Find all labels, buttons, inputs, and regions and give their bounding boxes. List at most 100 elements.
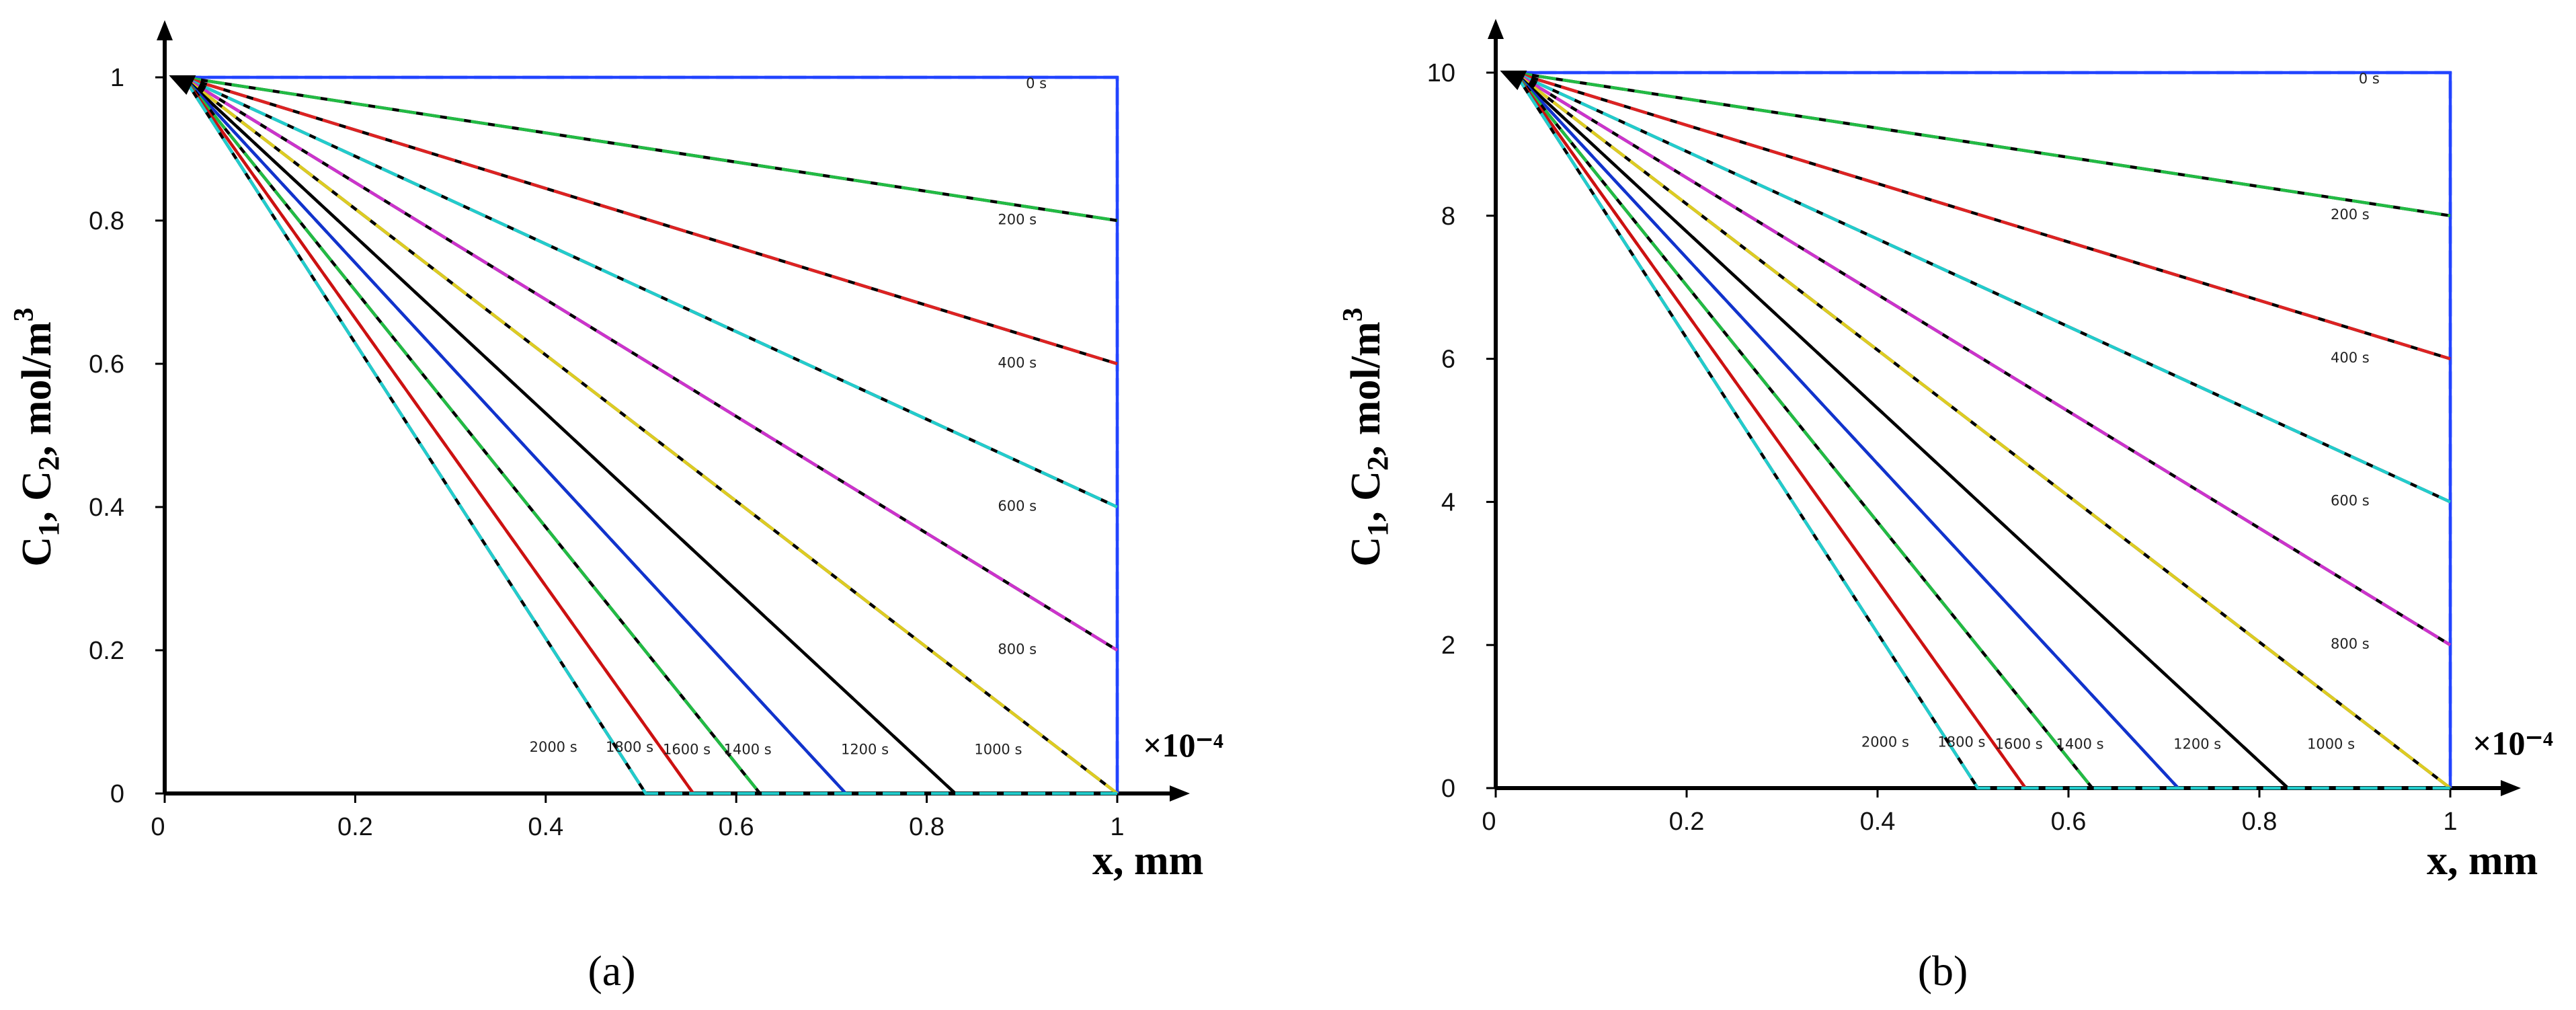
y-tick-label: 0.4 bbox=[89, 494, 124, 522]
series-1800-s bbox=[1513, 71, 2027, 789]
series-800-s bbox=[1514, 71, 2452, 647]
series-dash bbox=[1513, 71, 2290, 789]
series-dash bbox=[1513, 71, 2027, 789]
y-axis-label-part: , mol/m bbox=[1343, 321, 1389, 456]
y-axis-label: C1, C2, mol/m3 bbox=[1338, 307, 1394, 566]
series-dash bbox=[183, 75, 1118, 223]
series-600-s bbox=[1514, 71, 2451, 504]
y-axis-label-part: , C bbox=[14, 471, 60, 522]
curve-label: 1200 s bbox=[2173, 736, 2221, 752]
y-axis-label: C1, C2, mol/m3 bbox=[9, 307, 65, 566]
x-tick-label: 0.6 bbox=[719, 813, 754, 841]
series-400-s bbox=[1514, 71, 2451, 360]
y-axis-label-part: , C bbox=[1343, 471, 1389, 522]
series-dash bbox=[1514, 71, 2452, 789]
panel-label: (b) bbox=[1918, 947, 1968, 995]
x-tick-label: 0.2 bbox=[1669, 808, 1705, 836]
series-dash bbox=[184, 75, 1119, 793]
curve-label: 800 s bbox=[998, 641, 1037, 657]
x-tick-label: 1 bbox=[1110, 813, 1124, 841]
series-dash bbox=[1514, 71, 2451, 504]
series-dash bbox=[183, 76, 1119, 652]
y-axis-label-part: 2 bbox=[1361, 456, 1394, 471]
x-tick-label: 0.4 bbox=[528, 813, 563, 841]
curve-label: 200 s bbox=[2331, 206, 2370, 223]
curve-label: 2000 s bbox=[530, 739, 577, 755]
x-axis-arrow bbox=[2501, 780, 2521, 796]
curve-label: 1800 s bbox=[606, 739, 653, 755]
y-tick-label: 0 bbox=[110, 780, 124, 808]
curve-label: 800 s bbox=[2331, 636, 2370, 652]
y-axis-arrow bbox=[1488, 19, 1504, 39]
series-2000-s bbox=[182, 76, 1117, 795]
series-dash bbox=[1515, 71, 2452, 788]
y-axis-arrow bbox=[157, 20, 173, 40]
curve-label: 1400 s bbox=[724, 741, 772, 757]
y-axis-label-part: 2 bbox=[32, 456, 65, 471]
series-1200-s bbox=[182, 76, 957, 795]
series-dash bbox=[182, 76, 957, 795]
x-tick-label: 0.4 bbox=[1860, 808, 1896, 836]
series-1000-s bbox=[1514, 71, 2452, 789]
x-tick-label: 0.2 bbox=[337, 813, 373, 841]
series-1200-s bbox=[1513, 71, 2290, 789]
y-axis-label-part: 1 bbox=[1361, 522, 1394, 537]
curve-label: 600 s bbox=[2331, 493, 2370, 509]
curve-label: 400 s bbox=[998, 354, 1037, 371]
series-dash bbox=[182, 76, 695, 795]
series-200-s bbox=[1515, 71, 2451, 218]
series-400-s bbox=[183, 75, 1118, 366]
x-tick-label: 0.8 bbox=[909, 813, 944, 841]
y-tick-label: 8 bbox=[1441, 202, 1455, 231]
x-tick-label: 0 bbox=[151, 813, 165, 841]
y-tick-label: 6 bbox=[1441, 346, 1455, 374]
series-dash bbox=[1513, 71, 2179, 789]
x-axis-arrow bbox=[1170, 785, 1190, 802]
series-1400-s bbox=[182, 76, 847, 795]
curve-label: 200 s bbox=[998, 211, 1037, 227]
start-point-marker bbox=[1500, 71, 1527, 90]
curve-label: 0 s bbox=[1026, 75, 1047, 91]
x-tick-label: 0.6 bbox=[2051, 808, 2087, 836]
y-tick-label: 2 bbox=[1441, 631, 1455, 660]
chart-panel-a: 0 0.2 0.4 0.6 0.8 1 0 0.2 0.4 0.6 0.8 1 0 s 200 s 400 … bbox=[9, 20, 1223, 995]
y-tick-label: 0.6 bbox=[89, 350, 124, 379]
curve-label: 1000 s bbox=[2307, 736, 2355, 752]
series-dash bbox=[1514, 71, 2452, 647]
series-1400-s bbox=[1513, 71, 2179, 789]
series-2000-s bbox=[1513, 71, 2450, 790]
series-dash bbox=[183, 75, 1118, 509]
series-dash bbox=[1513, 71, 2450, 790]
x-tick-label: 1 bbox=[2443, 808, 2457, 836]
series-dash bbox=[1513, 71, 2094, 789]
start-point-marker bbox=[169, 75, 196, 95]
x-axis-multiplier: ×10⁻⁴ bbox=[1143, 726, 1223, 764]
y-tick-label: 10 bbox=[1427, 59, 1455, 87]
series-dash bbox=[182, 76, 847, 795]
y-axis-label-part: 1 bbox=[32, 522, 65, 537]
series-0-s bbox=[184, 75, 1119, 793]
series-200-s bbox=[183, 75, 1118, 223]
y-axis-label-part: C bbox=[14, 537, 60, 567]
curve-label: 1600 s bbox=[1995, 736, 2043, 752]
x-axis-label: x, mm bbox=[1092, 838, 1203, 884]
curve-label: 400 s bbox=[2331, 350, 2370, 366]
x-axis-multiplier: ×10⁻⁴ bbox=[2472, 724, 2553, 762]
series-dash bbox=[182, 76, 762, 795]
curve-label: 1400 s bbox=[2056, 736, 2104, 752]
series-dash bbox=[1514, 71, 2451, 360]
series-dash bbox=[183, 75, 1118, 366]
curve-label: 2000 s bbox=[1861, 734, 1909, 750]
series-1000-s bbox=[182, 76, 1119, 795]
series-1800-s bbox=[182, 76, 695, 795]
panel-label: (a) bbox=[588, 947, 635, 995]
y-tick-label: 4 bbox=[1441, 488, 1455, 516]
curve-label: 600 s bbox=[998, 498, 1037, 514]
y-axis-label-part: , mol/m bbox=[14, 321, 60, 456]
y-axis-label-part: 3 bbox=[9, 307, 40, 321]
curve-label: 0 s bbox=[2359, 71, 2380, 87]
series-600-s bbox=[183, 75, 1118, 509]
x-tick-label: 0 bbox=[1482, 808, 1496, 836]
